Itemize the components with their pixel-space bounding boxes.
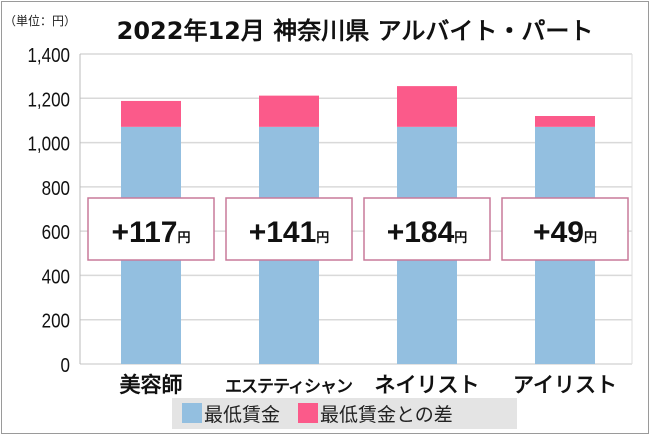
y-tick-label: 600 (42, 221, 70, 244)
legend-swatch (182, 403, 202, 423)
y-tick-label: 0 (61, 354, 70, 377)
y-tick-label: 1,000 (27, 132, 70, 155)
y-tick-label: 200 (42, 309, 70, 332)
y-tick-label: 800 (42, 177, 70, 200)
difference-label: +184円 (387, 216, 468, 249)
bar-segment (121, 100, 181, 127)
unit-label: （単位：円） (4, 13, 76, 28)
legend-label: 最低賃金 (204, 404, 280, 426)
difference-box (87, 197, 215, 261)
difference-label: +49円 (533, 216, 597, 249)
bar-segment (259, 95, 319, 127)
difference-box (225, 197, 353, 261)
y-tick-label: 1,200 (27, 88, 70, 111)
difference-box (501, 197, 629, 261)
chart-title: 2022年12月 神奈川県 アルバイト・パート (117, 17, 594, 45)
x-tick-label: ネイリスト (375, 373, 480, 397)
legend-swatch (298, 403, 318, 423)
y-tick-label: 400 (42, 265, 70, 288)
difference-label: +117円 (112, 216, 191, 249)
legend-label: 最低賃金との差 (320, 404, 453, 426)
bar-segment (397, 86, 457, 127)
x-tick-label: アイリスト (513, 373, 617, 397)
difference-label: +141円 (249, 216, 330, 249)
bar-segment (535, 116, 595, 127)
y-tick-label: 1,400 (27, 44, 70, 67)
x-tick-label: 美容師 (120, 373, 183, 397)
x-tick-label: エステティシャン (225, 377, 353, 397)
legend-box (172, 398, 517, 429)
difference-box (363, 197, 491, 261)
